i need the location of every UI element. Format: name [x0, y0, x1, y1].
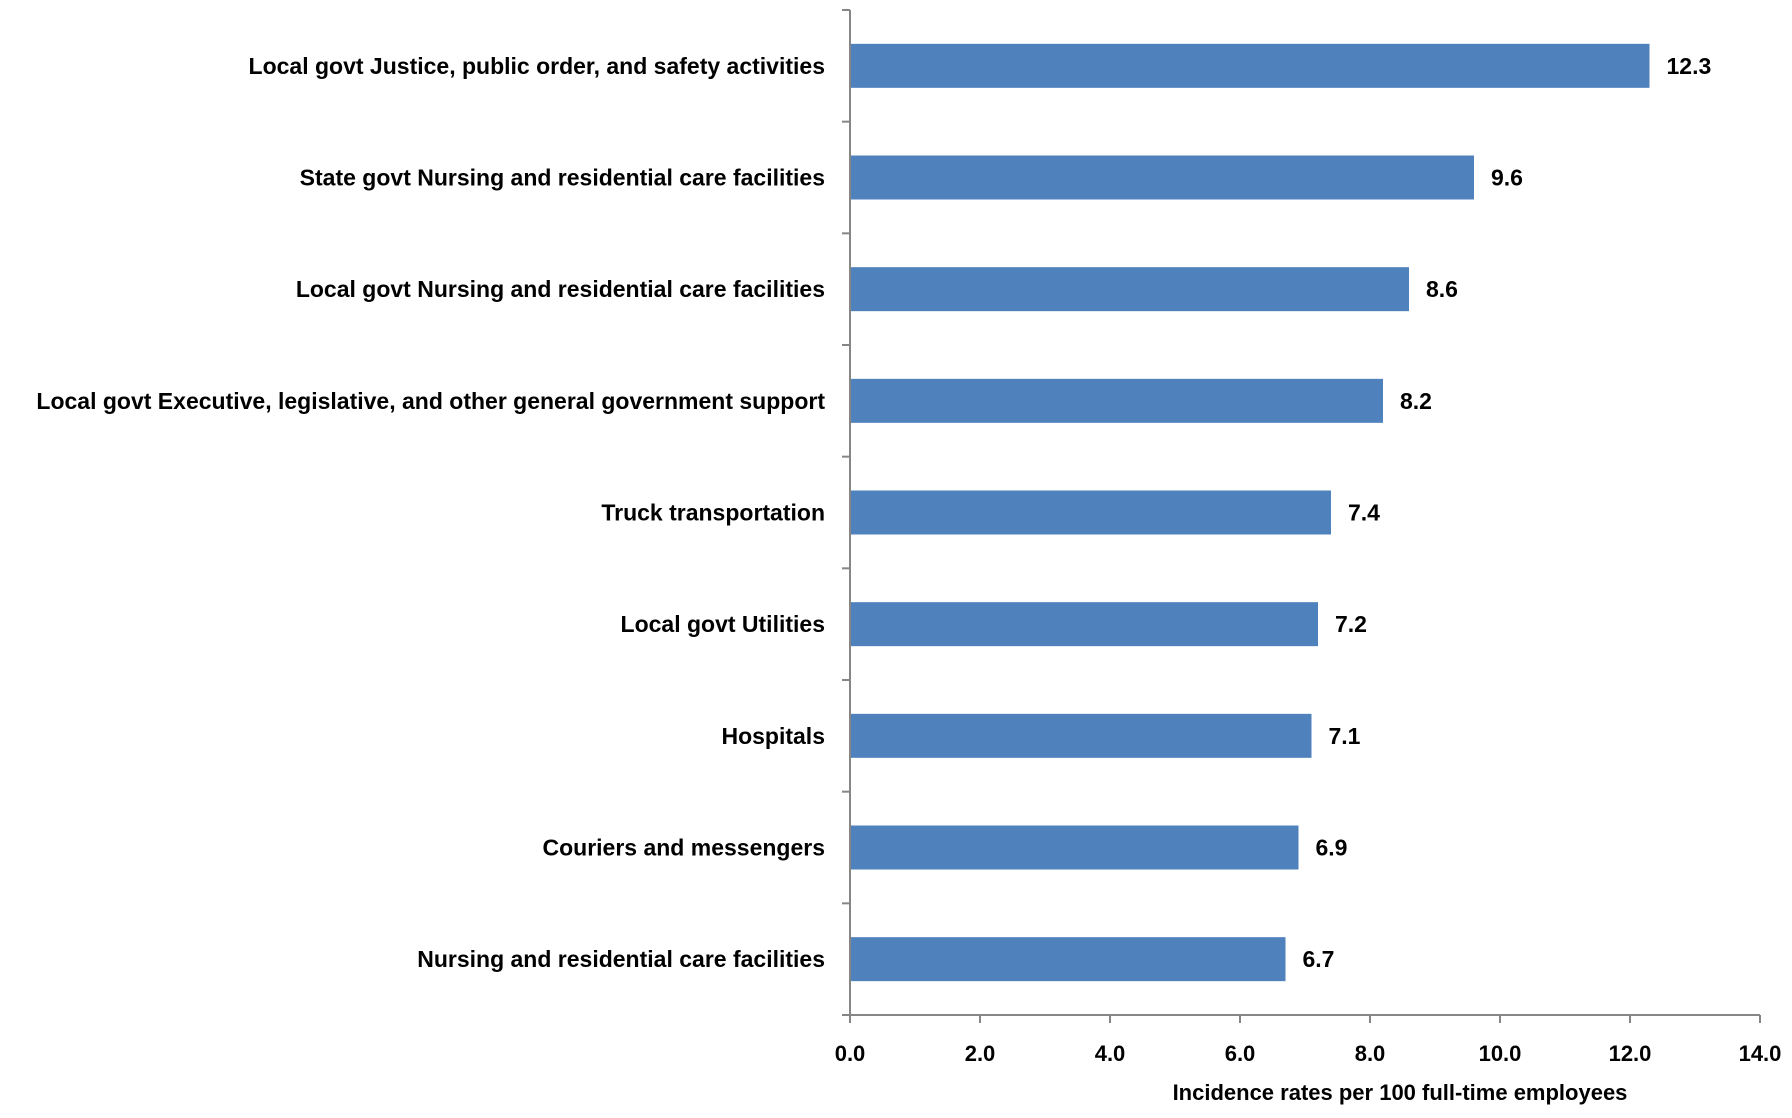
x-tick-label: 10.0	[1479, 1041, 1522, 1066]
x-tick-label: 12.0	[1609, 1041, 1652, 1066]
bar-value-label: 7.2	[1335, 611, 1367, 637]
bar	[851, 267, 1409, 312]
category-label: Local govt Executive, legislative, and o…	[36, 388, 825, 414]
bar-value-label: 8.6	[1426, 276, 1458, 302]
category-label: Local govt Justice, public order, and sa…	[249, 53, 825, 79]
bar-value-label: 7.1	[1329, 723, 1361, 749]
category-label: Nursing and residential care facilities	[417, 946, 825, 972]
bar	[851, 602, 1318, 647]
bar	[851, 378, 1383, 423]
x-tick-label: 0.0	[835, 1041, 866, 1066]
category-label: Hospitals	[721, 723, 825, 749]
labels-layer: 0.0 2.0 4.0 6.0 8.0 10.0 12.0 14.0 12.3 Local gov…	[36, 9, 1782, 1066]
x-axis-title: Incidence rates per 100 full-time employ…	[1173, 1080, 1628, 1105]
bar-value-label: 12.3	[1667, 53, 1712, 79]
x-tick-label: 2.0	[965, 1041, 996, 1066]
bar-value-label: 8.2	[1400, 388, 1432, 414]
bar-value-label: 6.9	[1316, 835, 1348, 861]
x-tick-label: 14.0	[1739, 1041, 1782, 1066]
category-label: Truck transportation	[601, 500, 825, 526]
x-tick-label: 6.0	[1225, 1041, 1256, 1066]
bar	[851, 43, 1650, 88]
bar	[851, 937, 1286, 982]
category-label: Local govt Utilities	[621, 611, 825, 637]
x-tick-label: 4.0	[1095, 1041, 1126, 1066]
bars-layer	[851, 43, 1650, 982]
bar	[851, 155, 1474, 200]
bar	[851, 713, 1312, 758]
axes-layer	[849, 10, 1760, 1016]
bar	[851, 490, 1331, 535]
category-label: Couriers and messengers	[542, 835, 825, 861]
bar-value-label: 7.4	[1348, 500, 1380, 526]
bar	[851, 825, 1299, 870]
bar-value-label: 6.7	[1303, 946, 1335, 972]
bar-value-label: 9.6	[1491, 165, 1523, 191]
category-label: State govt Nursing and residential care …	[300, 165, 825, 191]
x-tick-label: 8.0	[1355, 1041, 1386, 1066]
category-label: Local govt Nursing and residential care …	[296, 276, 825, 302]
